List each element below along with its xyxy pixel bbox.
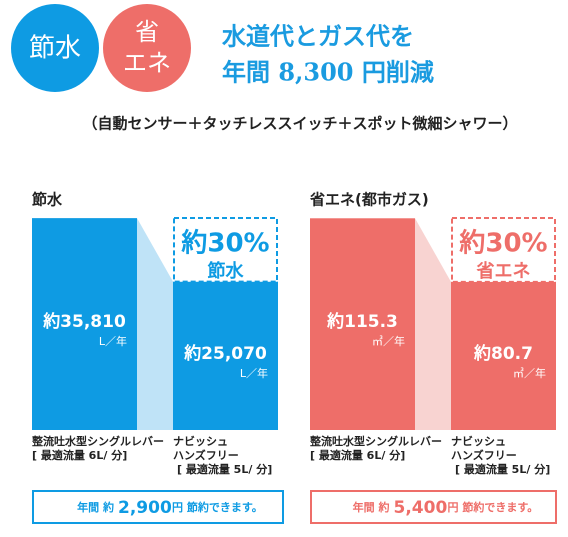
chart-title: 省エネ(都市ガス) <box>309 191 429 209</box>
footer-suffix: 円 節約できます。 <box>448 500 539 514</box>
chart-title: 節水 <box>32 191 63 209</box>
unit-label: L／年 <box>99 334 127 348</box>
footer-amount: 2,900 <box>118 498 172 518</box>
badge-energy <box>103 4 191 92</box>
bar <box>451 281 556 430</box>
category-label: [ 最適流量 6L/ 分] <box>310 448 405 462</box>
headline: 水道代とガス代を <box>221 22 414 51</box>
bar <box>310 218 415 430</box>
reduction-text: 節水 <box>208 260 245 282</box>
footer-suffix: 円 節約できます。 <box>172 500 263 514</box>
badge-water <box>11 4 99 92</box>
reduction-text: 省エネ <box>476 260 531 282</box>
footer-prefix: 年間 約 <box>77 500 114 514</box>
connector <box>137 218 173 430</box>
footer-box <box>310 490 557 524</box>
category-label: [ 最適流量 5L/ 分] <box>455 462 550 476</box>
footer-prefix: 年間 約 <box>353 500 390 514</box>
headline: 年間 8,300 円削減 <box>222 58 434 87</box>
value-label: 約115.3 <box>326 311 398 332</box>
category-label: 整流吐水型シングルレバー <box>310 434 442 448</box>
reduction-box <box>173 217 278 283</box>
bar <box>32 218 137 430</box>
reduction-box <box>451 217 556 283</box>
reduction-label: 約30% <box>458 228 547 259</box>
bar <box>173 281 278 430</box>
badge-text: エネ <box>123 49 171 77</box>
unit-label: L／年 <box>240 366 268 380</box>
value-label: 約80.7 <box>473 343 533 364</box>
category-label: ハンズフリー <box>173 448 239 462</box>
value-label: 約35,810 <box>42 311 126 332</box>
badge-text: 節水 <box>29 34 81 64</box>
footer-box <box>32 490 284 524</box>
value-label: 約25,070 <box>183 343 267 364</box>
footer-amount: 5,400 <box>394 498 448 518</box>
category-label: ナビッシュ <box>451 434 506 448</box>
reduction-label: 約30% <box>180 228 269 259</box>
connector <box>415 218 451 430</box>
category-label: 整流吐水型シングルレバー <box>32 434 164 448</box>
category-label: ナビッシュ <box>173 434 228 448</box>
badge-text: 省 <box>135 18 159 46</box>
category-label: [ 最適流量 6L/ 分] <box>32 448 127 462</box>
subtitle: （自動センサー＋タッチレススイッチ＋スポット微細シャワー） <box>82 115 517 133</box>
unit-label: ㎥／年 <box>513 366 546 380</box>
category-label: ハンズフリー <box>451 448 517 462</box>
unit-label: ㎥／年 <box>372 334 405 348</box>
category-label: [ 最適流量 5L/ 分] <box>177 462 272 476</box>
